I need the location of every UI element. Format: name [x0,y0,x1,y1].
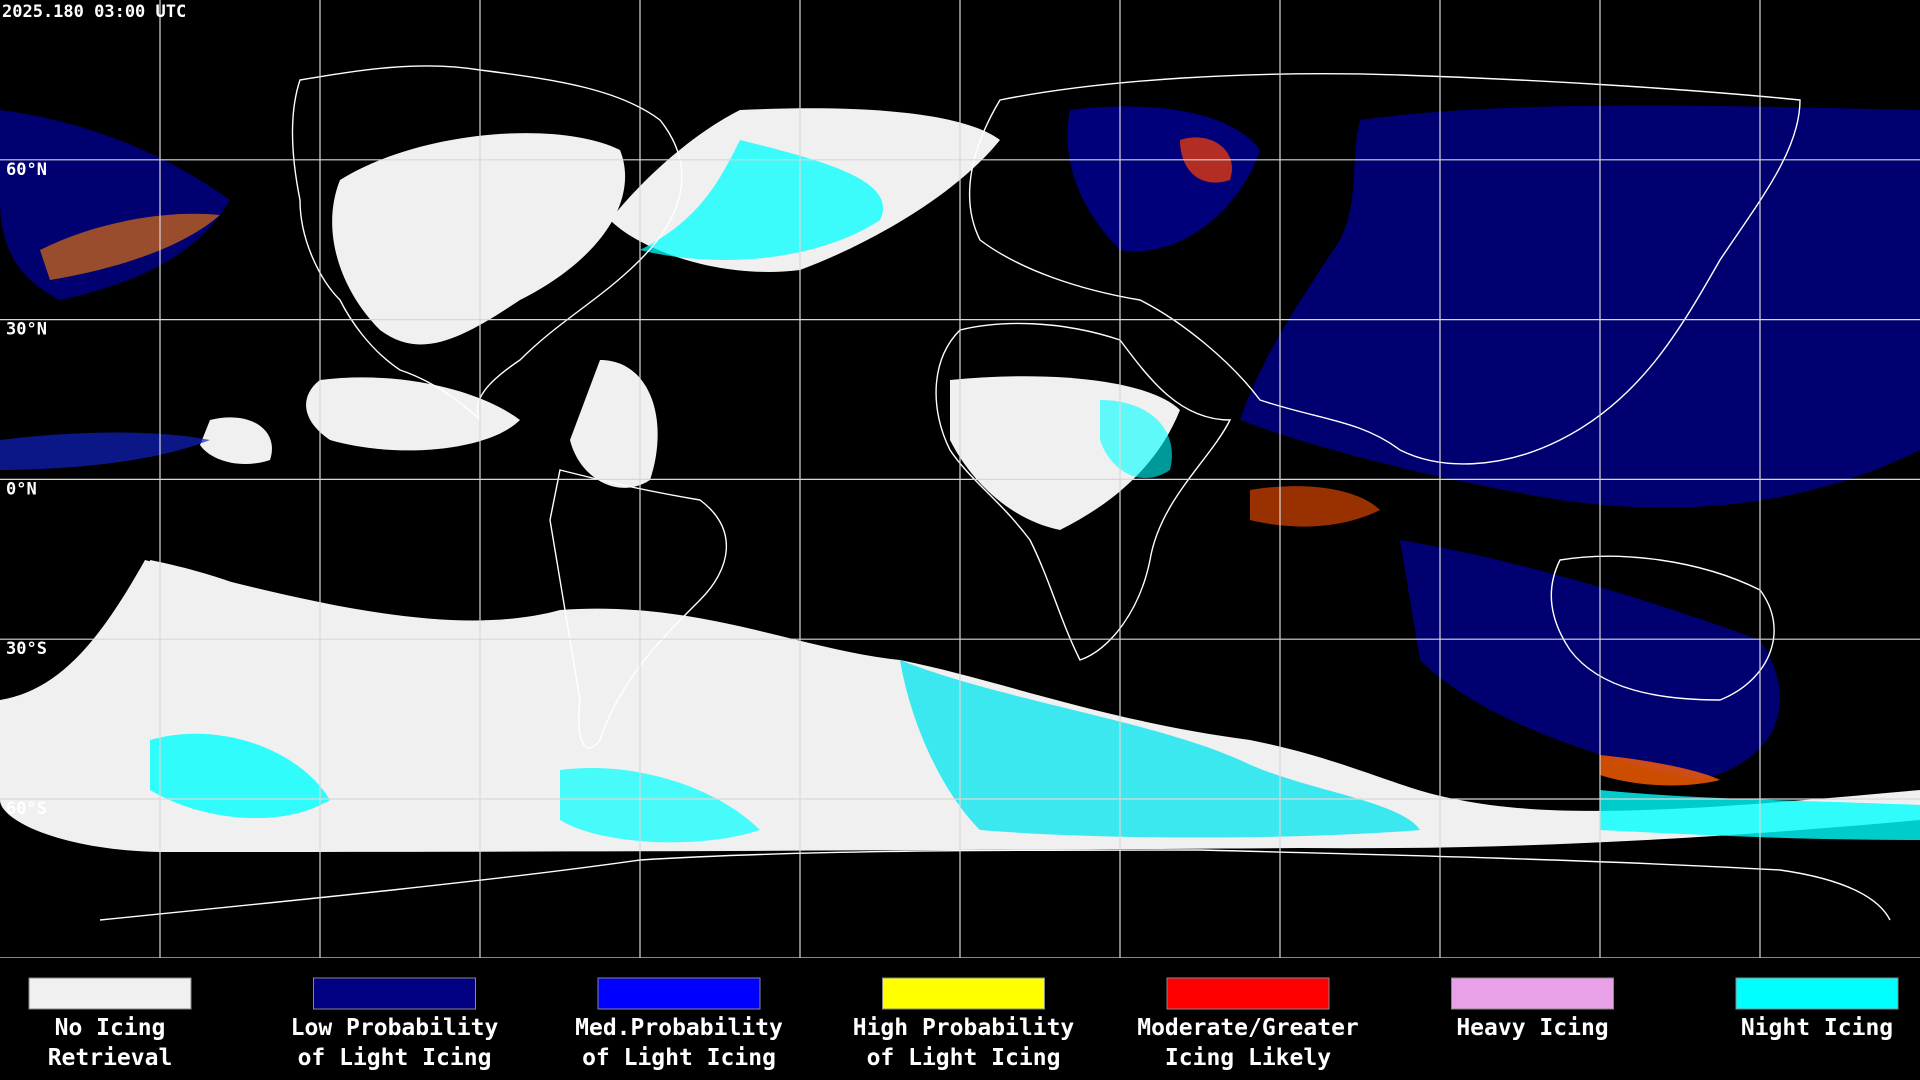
latitude-labels: 60°N 30°N 0°N 30°S 60°S [6,160,47,819]
cloud-patch [306,377,520,451]
legend-swatch [597,977,761,1010]
latitude-label: 0°N [6,479,37,499]
icing-area [1400,540,1780,780]
legend-label: High Probability [853,1015,1075,1041]
icing-area [0,432,210,470]
legend-label: of Light Icing [298,1045,492,1071]
icing-area [1600,755,1720,786]
icing-area [1240,105,1920,508]
coastline [968,73,1801,465]
legend-swatch [1451,977,1614,1010]
legend-label: Moderate/Greater [1137,1015,1359,1041]
night-icing-patch [150,733,330,819]
legend-label: Med.Probability [575,1015,783,1041]
legend-swatch [1735,977,1899,1010]
icing-area [1250,486,1380,527]
legend-label: Retrieval [48,1045,173,1071]
night-icing-patch [1100,400,1172,479]
latitude-label: 30°S [6,639,47,659]
timestamp: 2025.180 03:00 UTC [2,2,186,22]
coastline [291,65,683,421]
cloud-patch [332,133,626,345]
legend-label: No Icing [55,1015,166,1041]
legend-label: Icing Likely [1165,1045,1331,1071]
cloud-patch [200,417,272,465]
legend-swatch [1166,977,1330,1010]
coastline [935,322,1232,661]
legend-swatch [882,977,1045,1010]
cloud-patch [570,360,658,488]
legend-label: of Light Icing [582,1045,776,1071]
coastline [99,849,1891,921]
legend-label: of Light Icing [867,1045,1061,1071]
night-icing-patch [560,768,760,843]
latitude-label: 30°N [6,320,47,340]
coastline [1550,555,1775,701]
legend-label: Heavy Icing [1456,1015,1608,1041]
latitude-label: 60°S [6,799,47,819]
latitude-label: 60°N [6,160,47,180]
legend-label: Low Probability [291,1015,499,1041]
coastlines [99,65,1891,921]
night-icing-patch [900,660,1420,838]
icing-area [40,213,220,280]
night-icing-patch [640,140,884,260]
legend: No Icing Retrieval Low Probability of Light… [28,977,1899,1071]
legend-swatch [313,977,476,1010]
legend-swatch [28,977,192,1010]
legend-label: Night Icing [1741,1015,1893,1041]
coastline [549,469,727,749]
cloud-patch [596,620,780,787]
